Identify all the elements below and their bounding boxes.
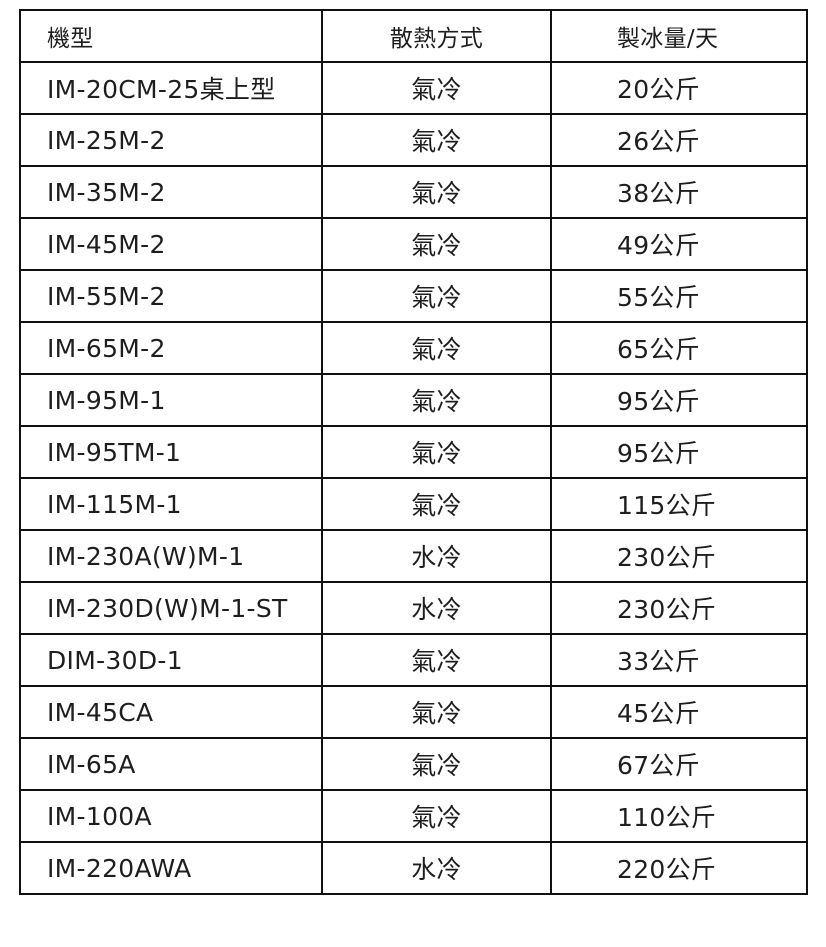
cooling-cell: 水冷 bbox=[321, 529, 552, 583]
header-row: 機型 散熱方式 製冰量/天 bbox=[19, 9, 808, 63]
model-cell: IM-230A(W)M-1 bbox=[19, 529, 323, 583]
model-cell: IM-20CM-25桌上型 bbox=[19, 61, 323, 115]
capacity-cell: 38公斤 bbox=[550, 165, 808, 219]
model-cell: IM-45M-2 bbox=[19, 217, 323, 271]
capacity-cell: 95公斤 bbox=[550, 425, 808, 479]
cooling-cell: 氣冷 bbox=[321, 321, 552, 375]
capacity-cell: 55公斤 bbox=[550, 269, 808, 323]
model-cell: IM-55M-2 bbox=[19, 269, 323, 323]
capacity-cell: 65公斤 bbox=[550, 321, 808, 375]
table-row: IM-95M-1 氣冷 95公斤 bbox=[19, 373, 808, 427]
capacity-cell: 220公斤 bbox=[550, 841, 808, 895]
table-row: IM-230D(W)M-1-ST 水冷 230公斤 bbox=[19, 581, 808, 635]
model-cell: IM-65A bbox=[19, 737, 323, 791]
table-row: IM-230A(W)M-1 水冷 230公斤 bbox=[19, 529, 808, 583]
cooling-cell: 氣冷 bbox=[321, 373, 552, 427]
cooling-cell: 氣冷 bbox=[321, 633, 552, 687]
model-cell: IM-95TM-1 bbox=[19, 425, 323, 479]
table-row: IM-65A 氣冷 67公斤 bbox=[19, 737, 808, 791]
table-row: DIM-30D-1 氣冷 33公斤 bbox=[19, 633, 808, 687]
model-cell: IM-220AWA bbox=[19, 841, 323, 895]
capacity-cell: 45公斤 bbox=[550, 685, 808, 739]
table-row: IM-45M-2 氣冷 49公斤 bbox=[19, 217, 808, 271]
header-capacity: 製冰量/天 bbox=[550, 9, 808, 63]
cooling-cell: 氣冷 bbox=[321, 737, 552, 791]
capacity-cell: 26公斤 bbox=[550, 113, 808, 167]
model-cell: IM-100A bbox=[19, 789, 323, 843]
cooling-cell: 氣冷 bbox=[321, 269, 552, 323]
table-row: IM-220AWA 水冷 220公斤 bbox=[19, 841, 808, 895]
capacity-cell: 33公斤 bbox=[550, 633, 808, 687]
ice-machine-spec-table: 機型 散熱方式 製冰量/天 IM-20CM-25桌上型 氣冷 20公斤 IM-25M-… bbox=[19, 9, 808, 895]
header-model: 機型 bbox=[19, 9, 323, 63]
model-cell: IM-95M-1 bbox=[19, 373, 323, 427]
capacity-cell: 67公斤 bbox=[550, 737, 808, 791]
model-cell: IM-45CA bbox=[19, 685, 323, 739]
cooling-cell: 氣冷 bbox=[321, 477, 552, 531]
model-cell: IM-65M-2 bbox=[19, 321, 323, 375]
model-cell: DIM-30D-1 bbox=[19, 633, 323, 687]
capacity-cell: 115公斤 bbox=[550, 477, 808, 531]
table-row: IM-35M-2 氣冷 38公斤 bbox=[19, 165, 808, 219]
table-row: IM-65M-2 氣冷 65公斤 bbox=[19, 321, 808, 375]
cooling-cell: 氣冷 bbox=[321, 61, 552, 115]
model-cell: IM-115M-1 bbox=[19, 477, 323, 531]
capacity-cell: 230公斤 bbox=[550, 529, 808, 583]
capacity-cell: 49公斤 bbox=[550, 217, 808, 271]
capacity-cell: 230公斤 bbox=[550, 581, 808, 635]
table-row: IM-95TM-1 氣冷 95公斤 bbox=[19, 425, 808, 479]
cooling-cell: 水冷 bbox=[321, 841, 552, 895]
table-row: IM-20CM-25桌上型 氣冷 20公斤 bbox=[19, 61, 808, 115]
cooling-cell: 氣冷 bbox=[321, 165, 552, 219]
model-cell: IM-35M-2 bbox=[19, 165, 323, 219]
table-row: IM-100A 氣冷 110公斤 bbox=[19, 789, 808, 843]
capacity-cell: 20公斤 bbox=[550, 61, 808, 115]
table-row: IM-45CA 氣冷 45公斤 bbox=[19, 685, 808, 739]
cooling-cell: 氣冷 bbox=[321, 425, 552, 479]
cooling-cell: 氣冷 bbox=[321, 685, 552, 739]
cooling-cell: 水冷 bbox=[321, 581, 552, 635]
capacity-cell: 110公斤 bbox=[550, 789, 808, 843]
model-cell: IM-230D(W)M-1-ST bbox=[19, 581, 323, 635]
cooling-cell: 氣冷 bbox=[321, 217, 552, 271]
cooling-cell: 氣冷 bbox=[321, 789, 552, 843]
table-row: IM-115M-1 氣冷 115公斤 bbox=[19, 477, 808, 531]
cooling-cell: 氣冷 bbox=[321, 113, 552, 167]
capacity-cell: 95公斤 bbox=[550, 373, 808, 427]
header-cooling: 散熱方式 bbox=[321, 9, 552, 63]
table-row: IM-55M-2 氣冷 55公斤 bbox=[19, 269, 808, 323]
model-cell: IM-25M-2 bbox=[19, 113, 323, 167]
table-row: IM-25M-2 氣冷 26公斤 bbox=[19, 113, 808, 167]
